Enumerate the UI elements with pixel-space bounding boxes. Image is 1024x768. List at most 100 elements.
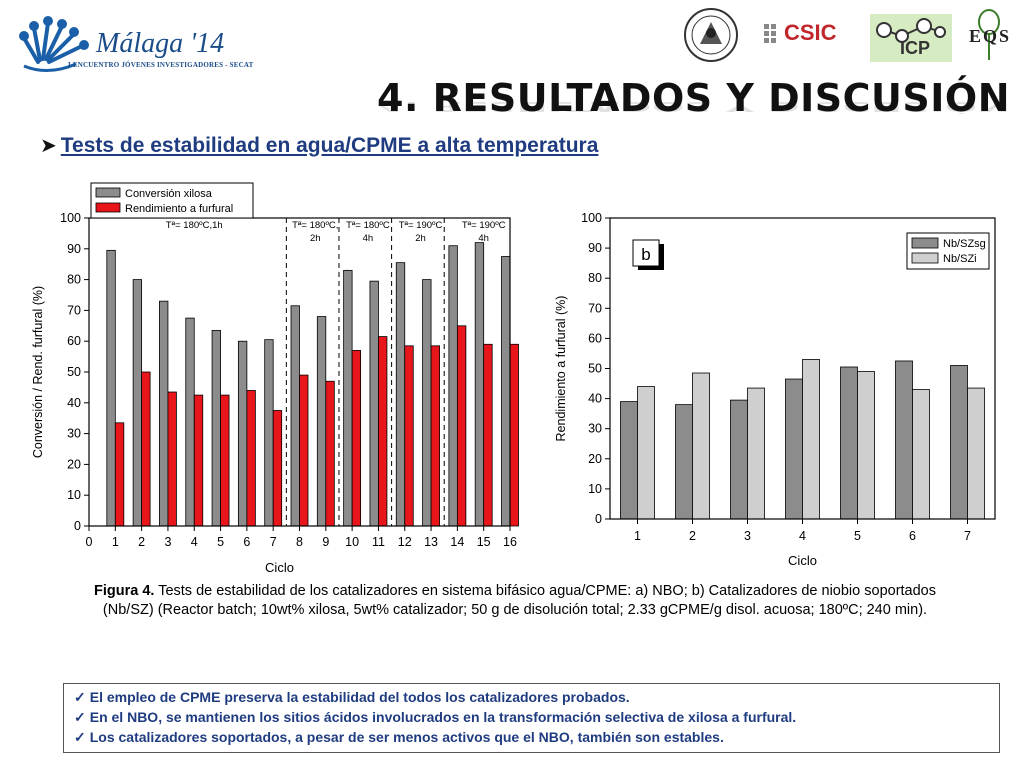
x-axis-label: Ciclo: [788, 553, 817, 568]
x-tick-label: 11: [372, 535, 385, 549]
x-tick-label: 7: [270, 535, 277, 549]
x-tick-label: 9: [322, 535, 329, 549]
bar-yield: [272, 410, 283, 527]
y-tick-label: 10: [67, 488, 81, 502]
bar-nb-szsg: [675, 404, 693, 520]
condition-annotation: Tª= 190ºC: [462, 220, 506, 231]
y-tick-label: 10: [588, 482, 602, 496]
x-tick-label: 3: [164, 535, 171, 549]
condition-annotation: Tª= 180ºC,: [292, 220, 338, 231]
x-tick-label: 7: [964, 529, 971, 543]
conclusions-box: ✓ El empleo de CPME preserva la estabilid…: [63, 683, 1000, 753]
x-tick-label: 3: [744, 529, 751, 543]
bar-nb-szi: [692, 372, 710, 520]
y-tick-label: 40: [67, 396, 81, 410]
bar-nb-szsg: [620, 401, 638, 520]
legend-label: Nb/SZi: [943, 253, 977, 265]
bar-yield: [114, 422, 125, 527]
sunburst-logo-icon: [19, 16, 89, 72]
checkmark-icon: ✓: [74, 709, 86, 725]
x-tick-label: 2: [138, 535, 145, 549]
section-subtitle: Tests de estabilidad en agua/CPME a alta…: [60, 133, 599, 157]
conclusion-text: El empleo de CPME preserva la estabilida…: [89, 689, 630, 705]
bar-conversion: [474, 242, 485, 527]
bar-conversion: [448, 245, 458, 527]
bar-nb-szsg: [895, 360, 913, 520]
y-tick-label: 90: [588, 241, 602, 255]
bar-yield: [378, 336, 388, 527]
y-axis-label: Rendimiento a furfural (%): [554, 296, 568, 442]
condition-annotation: 2h: [310, 233, 321, 244]
bar-nb-szsg: [950, 365, 968, 520]
bar-conversion: [211, 330, 221, 527]
bar-yield: [509, 343, 519, 527]
panel-label-box: [632, 239, 660, 267]
x-tick-label: 0: [86, 535, 93, 549]
y-tick-label: 30: [67, 427, 81, 441]
caption-text: Tests de estabilidad de los catalizadore…: [102, 583, 936, 618]
chart-legend: Nb/SZsg Nb/SZi: [906, 232, 990, 270]
y-axis-label: Conversión / Rend. furfural (%): [31, 286, 45, 458]
conclusion-item: ✓ En el NBO, se mantienen los sitios ácid…: [74, 707, 989, 727]
x-tick-label: 2: [689, 529, 696, 543]
legend-swatch: [911, 237, 939, 249]
bar-yield: [404, 345, 414, 527]
x-tick-label: 4: [799, 529, 806, 543]
y-tick-label: 90: [67, 242, 81, 256]
bar-yield: [351, 350, 362, 527]
bar-yield: [220, 394, 230, 527]
bar-conversion: [422, 279, 432, 527]
bar-nb-szsg: [730, 399, 748, 520]
bar-yield: [483, 343, 493, 527]
arrow-bullet-icon: ➤: [40, 135, 57, 157]
legend-label: Conversión xilosa: [125, 188, 213, 200]
legend-swatch: [95, 202, 121, 213]
x-tick-label: 15: [477, 535, 491, 549]
y-tick-label: 60: [588, 331, 602, 345]
bar-conversion: [185, 317, 195, 527]
panel-label-text: b: [641, 245, 650, 264]
y-tick-label: 70: [588, 301, 602, 315]
legend-label: Rendimiento a furfural: [125, 203, 233, 215]
x-tick-label: 5: [854, 529, 861, 543]
bar-conversion: [106, 249, 116, 527]
bar-conversion: [159, 300, 169, 527]
y-tick-label: 0: [74, 519, 81, 533]
icp-molecule-icon: [870, 14, 952, 62]
conclusion-text: En el NBO, se mantienen los sitios ácido…: [89, 709, 797, 725]
condition-annotation: 4h: [478, 233, 489, 244]
bar-nb-szi: [967, 387, 985, 520]
bar-conversion: [132, 279, 143, 527]
y-tick-label: 100: [581, 211, 602, 225]
condition-annotation: 4h: [363, 233, 374, 244]
checkmark-icon: ✓: [74, 689, 86, 705]
x-tick-label: 1: [634, 529, 641, 543]
y-tick-label: 50: [588, 362, 602, 376]
x-tick-label: 16: [503, 535, 517, 549]
figure-caption: Figura 4. Tests de estabilidad de los ca…: [70, 582, 960, 620]
bar-conversion: [237, 340, 248, 527]
x-tick-label: 1: [112, 535, 119, 549]
x-tick-label: 6: [243, 535, 250, 549]
eqs-logo-text: EQS: [969, 26, 1012, 46]
y-tick-label: 70: [67, 303, 81, 317]
y-tick-label: 20: [67, 457, 81, 471]
bar-conversion: [264, 339, 274, 527]
legend-label: Nb/SZsg: [943, 238, 986, 250]
y-tick-label: 20: [588, 452, 602, 466]
bar-nb-szi: [912, 389, 930, 520]
condition-annotation: Tª= 180ºC: [346, 220, 390, 231]
x-axis-label: Ciclo: [265, 560, 294, 575]
event-logo: Málaga '14 I ENCUENTRO JÓVENES INVESTIGA…: [18, 14, 258, 74]
chart-b: 0 10 20 30 40 50 60 70 80 90 100 1 2 3 4 5 6 7 Ciclo Rendim…: [554, 211, 996, 568]
y-tick-label: 50: [67, 365, 81, 379]
condition-annotation: Tª= 180ºC,1h: [166, 220, 223, 231]
y-tick-label: 40: [588, 392, 602, 406]
y-tick-label: 60: [67, 334, 81, 348]
x-tick-label: 10: [345, 535, 359, 549]
bar-yield: [456, 325, 467, 527]
panel-label: b: [632, 239, 664, 270]
event-name: Málaga '14: [96, 28, 225, 59]
x-tick-label: 14: [450, 535, 464, 549]
